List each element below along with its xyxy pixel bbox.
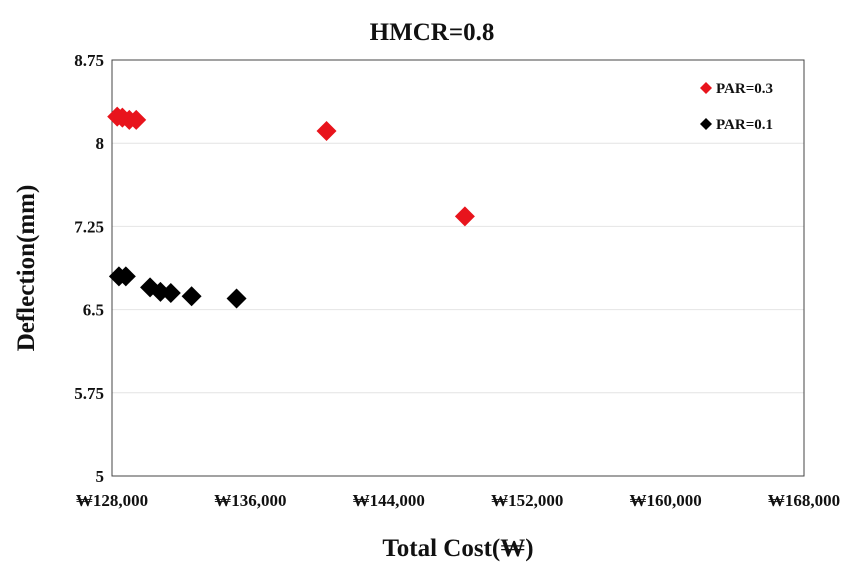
y-tick-label: 5.75 (74, 384, 104, 403)
x-tick-label: ₩160,000 (629, 491, 701, 510)
x-axis-title: Total Cost(₩) (382, 535, 533, 562)
x-tick-label: ₩168,000 (768, 491, 840, 510)
series-0-point-3 (126, 109, 147, 130)
legend-label-1: PAR=0.1 (716, 117, 773, 133)
chart-title: HMCR=0.8 (370, 19, 495, 46)
y-axis-ticks: 5 5.75 6.5 7.25 8 8.75 (74, 51, 104, 486)
y-tick-label: 6.5 (83, 301, 104, 320)
series-0-point-5 (454, 206, 475, 227)
y-tick-label: 8.75 (74, 51, 104, 70)
y-tick-label: 8 (96, 134, 105, 153)
x-tick-label: ₩144,000 (353, 491, 425, 510)
data-points (107, 106, 475, 309)
x-tick-label: ₩152,000 (491, 491, 563, 510)
x-tick-label: ₩136,000 (214, 491, 286, 510)
legend-marker-1 (700, 118, 712, 130)
series-1-point-5 (181, 286, 202, 307)
y-tick-label: 5 (96, 467, 105, 486)
series-1-point-6 (226, 288, 247, 309)
grid-lines (112, 59, 804, 394)
series-1-point-1 (115, 266, 136, 287)
series-0-point-4 (316, 120, 337, 141)
legend: PAR=0.3 PAR=0.1 (700, 81, 773, 133)
y-tick-label: 7.25 (74, 217, 104, 236)
legend-label-0: PAR=0.3 (716, 81, 773, 97)
x-tick-label: ₩128,000 (76, 491, 148, 510)
series-1-point-4 (160, 282, 181, 303)
legend-marker-0 (700, 82, 712, 94)
x-axis-ticks: ₩128,000 ₩136,000 ₩144,000 ₩152,000 ₩160,000… (76, 491, 840, 510)
y-axis-title: Deflection(mm) (13, 185, 40, 352)
plot-area (111, 59, 805, 477)
